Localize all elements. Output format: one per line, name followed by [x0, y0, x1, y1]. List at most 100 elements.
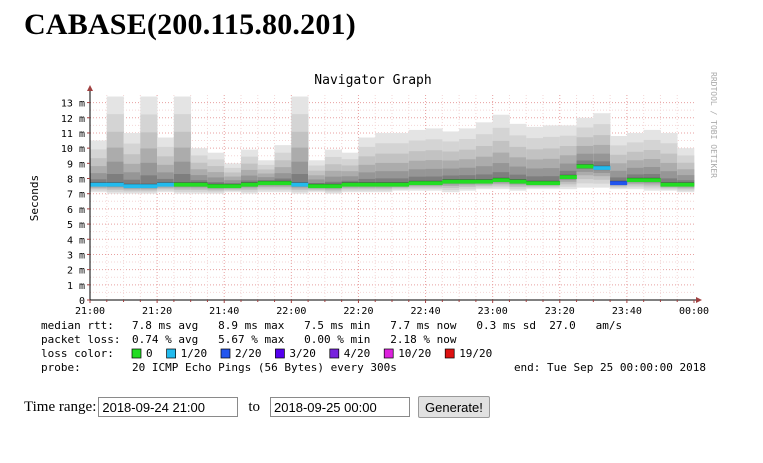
smoke-band — [123, 179, 141, 188]
y-tick-label: 5 m — [67, 220, 85, 231]
median-segment — [157, 182, 175, 187]
median-segment — [626, 178, 644, 183]
y-tick-label: 1 m — [67, 281, 85, 292]
median-segment — [392, 182, 410, 187]
y-axis-label: Seconds — [28, 175, 41, 221]
y-tick-label: 12 m — [61, 114, 85, 125]
smoke-band — [660, 178, 678, 186]
median-segment — [526, 181, 544, 186]
median-segment — [459, 179, 477, 184]
loss-color-label-item: 2/20 — [235, 347, 262, 360]
smoke-band — [90, 179, 108, 186]
loss-color-swatch — [166, 348, 176, 359]
rtt-label: median rtt: — [41, 319, 114, 332]
smoke-band — [425, 176, 443, 184]
to-label: to — [248, 398, 261, 415]
x-tick-label: 22:00 — [276, 306, 306, 317]
smoke-band — [643, 174, 661, 182]
median-segment — [509, 179, 527, 184]
end-time: end: Tue Sep 25 00:00:00 2018 — [514, 361, 706, 374]
smoke-band — [392, 178, 410, 186]
median-segment — [341, 182, 359, 187]
y-tick-label: 2 m — [67, 266, 85, 277]
median-segment — [324, 184, 342, 189]
loss-label: packet loss: — [41, 333, 120, 346]
smokeping-graph: Navigator Graph RRDTOOL / TOBI OETIKER S… — [28, 72, 718, 374]
y-tick-labels: 0 1 m 2 m 3 m 4 m 5 m 6 m 7 m 8 m 9 m 10 m 11 m 12 m… — [61, 99, 90, 307]
median-segment — [593, 165, 611, 170]
plot-area: 0 1 m 2 m 3 m 4 m 5 m 6 m 7 m 8 m 9 m 10 m 11 m 12 m… — [61, 85, 709, 317]
rtt-values: 7.8 ms avg 8.9 ms max 7.5 ms min 7.7 ms … — [132, 319, 622, 332]
x-tick-label: 22:20 — [343, 306, 373, 317]
x-axis-arrow — [696, 297, 702, 303]
x-tick-label: 23:00 — [478, 306, 508, 317]
median-segment — [660, 182, 678, 187]
loss-color-label-item: 19/20 — [459, 347, 492, 360]
smoke-band — [375, 178, 393, 186]
y-tick-label: 0 — [79, 296, 85, 307]
x-tick-label: 22:40 — [411, 306, 441, 317]
smoke-band — [492, 172, 510, 182]
start-time-input[interactable] — [98, 397, 239, 417]
legend: median rtt: 7.8 ms avg 8.9 ms max 7.5 ms… — [41, 319, 706, 374]
median-segment — [224, 184, 242, 189]
y-tick-label: 10 m — [61, 144, 85, 155]
loss-color-swatches: 0 1/20 2/20 3/20 4/20 10/20 19/20 — [131, 347, 492, 360]
median-segment — [492, 178, 510, 183]
x-tick-label: 21:20 — [142, 306, 172, 317]
y-tick-label: 7 m — [67, 190, 85, 201]
smoke-band — [106, 174, 124, 186]
median-segment — [308, 184, 326, 189]
grid-lines — [90, 95, 694, 300]
loss-color-label-item: 10/20 — [398, 347, 431, 360]
time-range-label: Time range: — [24, 398, 97, 415]
median-segment — [442, 179, 460, 184]
median-segment — [106, 182, 124, 187]
median-segment — [358, 182, 376, 187]
smoke-band — [626, 174, 644, 182]
smoke-band — [291, 174, 309, 186]
x-tick-label: 23:20 — [545, 306, 575, 317]
loss-color-label-item: 0 — [146, 347, 153, 360]
end-time-input[interactable] — [270, 397, 411, 417]
y-tick-label: 9 m — [67, 159, 85, 170]
x-tick-label: 21:00 — [75, 306, 105, 317]
loss-color-swatch — [329, 348, 340, 359]
y-tick-label: 3 m — [67, 250, 85, 261]
probe-label: probe: — [41, 361, 81, 374]
median-segment — [140, 184, 158, 189]
smoke-band — [358, 178, 376, 186]
y-tick-label: 4 m — [67, 235, 85, 246]
loss-color-label-item: 1/20 — [181, 347, 208, 360]
smoke-band — [408, 176, 426, 184]
smoke-band — [173, 174, 191, 186]
y-tick-label: 8 m — [67, 175, 85, 186]
smoke-band — [509, 174, 527, 183]
graph-title: Navigator Graph — [314, 73, 431, 88]
smoke-band — [559, 170, 577, 179]
median-segment — [559, 175, 577, 179]
x-tick-label: 23:40 — [612, 306, 642, 317]
y-axis-arrow — [87, 85, 93, 91]
median-segment — [576, 164, 594, 169]
median-segment — [291, 182, 309, 187]
time-range-form: Time range: to Generate! — [24, 396, 490, 418]
generate-button[interactable]: Generate! — [418, 396, 490, 418]
graph-watermark: RRDTOOL / TOBI OETIKER — [709, 72, 718, 178]
axes — [87, 85, 702, 303]
x-tick-label: 00:00 — [679, 306, 709, 317]
loss-color-label-item: 3/20 — [289, 347, 316, 360]
smoke-band — [475, 174, 493, 183]
smoke-band — [543, 176, 561, 184]
loss-color-swatch — [383, 348, 394, 359]
median-segment — [408, 181, 426, 186]
median-segment — [677, 182, 695, 187]
y-tick-label: 6 m — [67, 205, 85, 216]
smoke-band — [157, 178, 175, 186]
loss-color-swatch — [275, 348, 285, 359]
loss-color-label: loss color: — [41, 347, 114, 360]
median-segment — [610, 181, 628, 186]
median-segment — [190, 182, 208, 187]
median-segment — [241, 182, 259, 187]
probe-value: 20 ICMP Echo Pings (56 Bytes) every 300s — [132, 361, 397, 374]
